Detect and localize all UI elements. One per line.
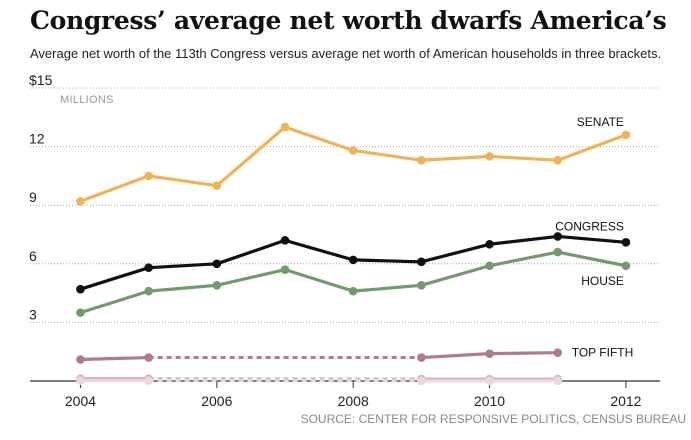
series-segment [556, 250, 628, 268]
series-label-house: HOUSE [581, 274, 624, 288]
series-segment [147, 174, 219, 188]
series-segment [419, 154, 492, 162]
data-point [417, 257, 426, 267]
y-tick-label: 6 [29, 248, 37, 264]
data-point [348, 146, 358, 155]
data-point [212, 280, 222, 290]
series-segment [351, 148, 423, 162]
data-point [144, 171, 153, 181]
series-label-senate: SENATE [577, 115, 624, 129]
series-segment [215, 125, 287, 188]
data-point [76, 284, 85, 294]
x-tick-label: 2008 [338, 393, 369, 409]
series-segment [487, 351, 560, 356]
data-point [553, 247, 563, 257]
series-segment [283, 268, 355, 293]
series-segment [487, 154, 560, 162]
series-segment [78, 355, 151, 362]
series-segment [351, 258, 423, 264]
series-lines [76, 122, 631, 386]
series-top-fifth [76, 348, 563, 364]
data-point [144, 263, 153, 273]
data-point [485, 376, 494, 386]
data-point [485, 239, 494, 249]
series-senate [76, 122, 631, 206]
data-point [76, 308, 85, 317]
y-tick-label: 3 [29, 306, 37, 322]
series-segment [419, 352, 492, 360]
series-segment [556, 234, 628, 244]
data-point [212, 181, 222, 190]
y-tick-label: $15 [29, 72, 53, 88]
y-unit-label: MILLIONS [60, 94, 114, 106]
data-point [144, 353, 153, 362]
x-axis: 2004 2006 2008 2010 2012 [30, 380, 660, 409]
data-point [553, 348, 563, 357]
x-tick-label: 2012 [610, 393, 641, 409]
data-point [280, 236, 290, 245]
series-segment [283, 238, 355, 262]
data-point [417, 155, 426, 165]
series-label-top-fifth: TOP FIFTH [572, 346, 634, 360]
data-point [485, 152, 494, 161]
data-point [76, 355, 85, 364]
series-segment [419, 264, 492, 287]
series-segment [215, 268, 287, 287]
data-point [417, 353, 426, 362]
y-tick-label: 12 [29, 131, 45, 147]
data-point [280, 122, 290, 132]
x-tick-label: 2010 [474, 393, 505, 409]
chart-title: Congress’ average net worth dwarfs Ameri… [30, 6, 667, 35]
data-point [76, 196, 85, 206]
data-point [553, 155, 563, 165]
data-point [212, 259, 222, 269]
series-house [76, 247, 631, 317]
data-point [280, 265, 290, 274]
data-point [348, 255, 358, 265]
source-note: SOURCE: CENTER FOR RESPONSIVE POLITICS, … [301, 412, 686, 426]
series-segment [283, 125, 355, 153]
series-segment [78, 266, 151, 291]
series-congress [76, 232, 631, 294]
y-axis: $15 12 9 6 3 MILLIONS [29, 72, 114, 322]
data-point [144, 376, 153, 385]
data-point [553, 376, 563, 386]
data-point [485, 349, 494, 358]
data-point [417, 376, 426, 386]
data-point [621, 238, 631, 247]
x-tick-label: 2004 [65, 393, 96, 409]
data-point [348, 286, 358, 296]
series-segment [78, 289, 151, 315]
series-segment [556, 133, 628, 162]
series-segment [147, 262, 219, 270]
series-segment [215, 238, 287, 266]
data-point [485, 261, 494, 271]
series-label-congress: CONGRESS [555, 219, 624, 233]
data-point [417, 280, 426, 290]
series-segment [78, 174, 151, 203]
chart-subtitle: Average net worth of the 113th Congress … [30, 46, 662, 61]
data-point [621, 261, 631, 271]
series-segment [147, 283, 219, 293]
x-tick-label: 2006 [201, 393, 232, 409]
series-segment [487, 234, 560, 246]
series-labels: SENATE CONGRESS HOUSE TOP FIFTH [555, 115, 633, 360]
series-bracket-5 [76, 376, 563, 386]
data-point [621, 130, 631, 140]
data-point [144, 286, 153, 296]
series-segment [419, 242, 492, 264]
data-point [76, 376, 85, 385]
data-point [553, 232, 563, 241]
series-segment [487, 250, 560, 268]
series-segment [351, 283, 423, 293]
y-tick-label: 9 [29, 189, 37, 205]
